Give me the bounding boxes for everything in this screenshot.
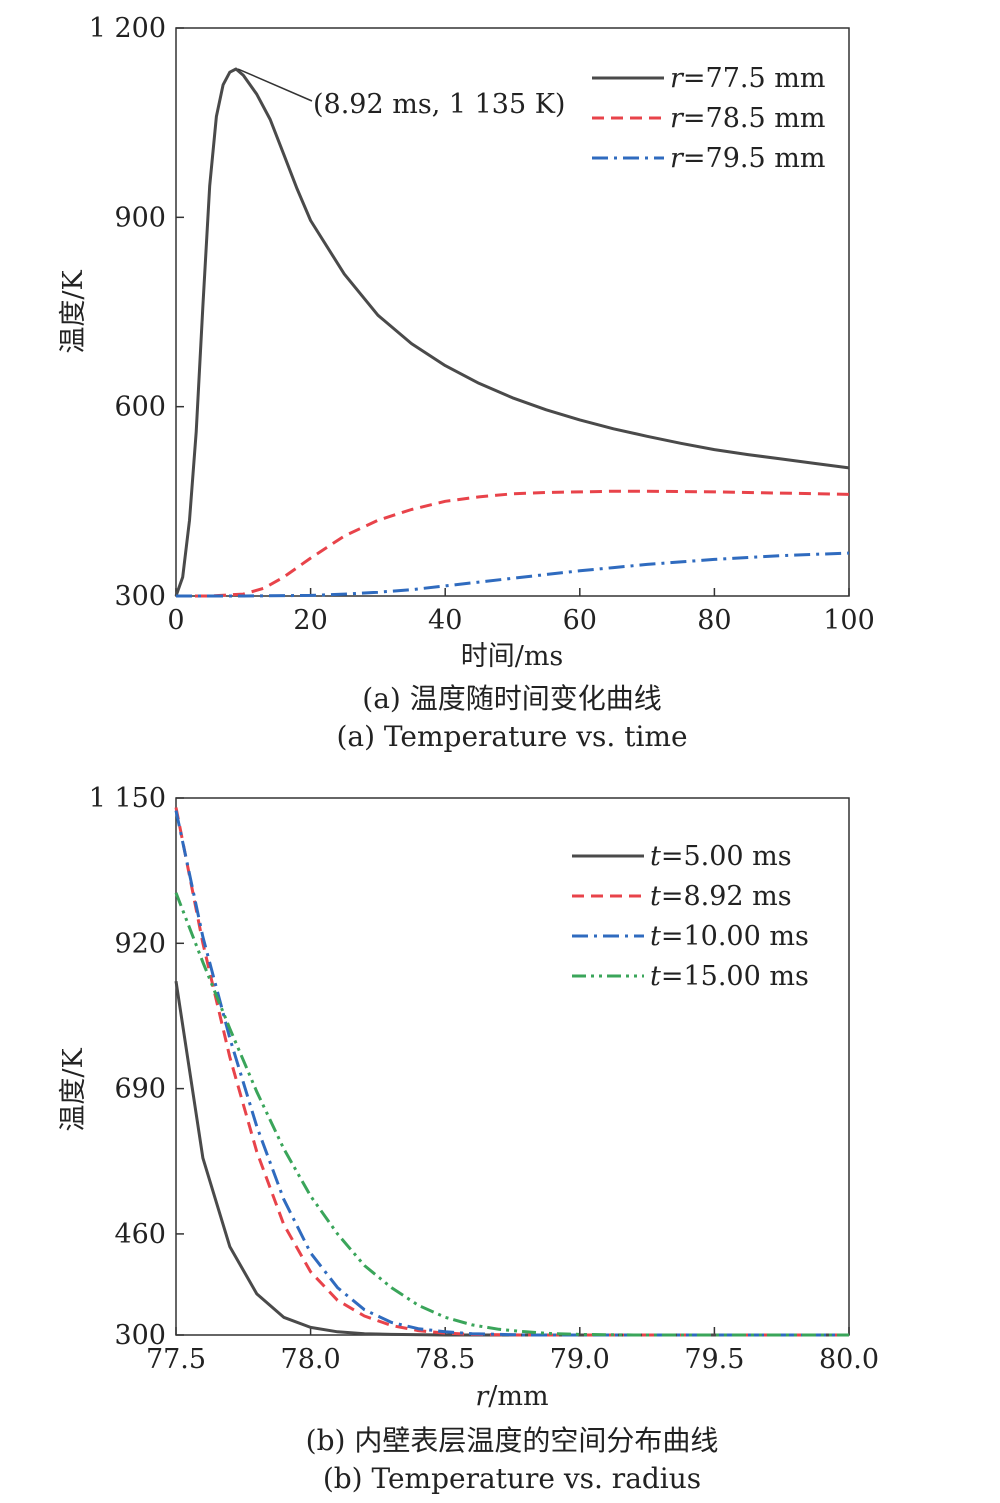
chart-b-series-line-4: [174, 892, 849, 1337]
chart-a-annotation: (8.92 ms, 1 135 K): [313, 89, 565, 120]
chart-a-plot-frame: [175, 27, 850, 597]
chart-b-y-tick-label: 300: [114, 1320, 166, 1351]
chart-b-legend-label-1: t=5.00 ms: [650, 841, 792, 872]
chart-b-y-tick-label: 460: [114, 1219, 166, 1250]
chart-b-series-line-1: [174, 980, 849, 1337]
chart-b-x-axis-label: r/mm: [475, 1381, 548, 1412]
chart-a-legend-value-1: =77.5 mm: [683, 63, 826, 94]
chart-b-legend-value-3: =10.00 ms: [661, 921, 809, 952]
chart-a-caption-en: (a) Temperature vs. time: [336, 720, 687, 753]
chart-b-x-tick-label: 79.5: [684, 1344, 744, 1375]
chart-a-x-tick-label: 80: [697, 605, 731, 636]
chart-a-y-tick-label: 600: [114, 392, 166, 423]
chart-a-x-tick-label: 0: [167, 605, 184, 636]
chart-b-x-tick-label: 77.5: [146, 1344, 206, 1375]
chart-b-x-axis-label-unit: /mm: [488, 1381, 548, 1412]
chart-b-x-tick-label: 78.5: [415, 1344, 475, 1375]
chart-a-x-axis-label: 时间/ms: [461, 641, 564, 672]
chart-a-annotation-group: (8.92 ms, 1 135 K): [237, 68, 565, 120]
chart-a-legend: r=77.5 mmr=78.5 mmr=79.5 mm: [592, 63, 825, 174]
chart-b-y-tick-label: 1 150: [89, 783, 166, 814]
chart-b-y-axis-label: 温度/K: [58, 1048, 89, 1132]
chart-b-series: [174, 807, 849, 1337]
chart-a-series-line-3: [176, 551, 850, 598]
chart-a-legend-value-2: =78.5 mm: [683, 103, 826, 134]
chart-b-axes: 77.5 78.0 78.5 79.0 79.5 80.0 300 460 690 920 1 15…: [89, 783, 879, 1375]
chart-b-legend-var-2: t: [650, 881, 661, 912]
chart-a-legend-label-2: r=78.5 mm: [670, 103, 825, 134]
chart-b-series-line-2: [174, 807, 849, 1337]
chart-a-x-tick-label: 60: [563, 605, 597, 636]
chart-b-y-tick-label: 920: [114, 928, 166, 959]
chart-a-y-tick-label: 1 200: [89, 13, 166, 44]
chart-a-x-tick-label: 20: [293, 605, 327, 636]
chart-a-legend-var-3: r: [670, 143, 685, 174]
chart-b-legend-value-4: =15.00 ms: [661, 961, 809, 992]
chart-a-series-line-2: [176, 489, 850, 598]
chart-b-x-axis-label-var: r: [475, 1381, 490, 1412]
chart-b: 77.5 78.0 78.5 79.0 79.5 80.0 300 460 690 920 1 15…: [58, 783, 879, 1495]
chart-a-legend-value-3: =79.5 mm: [683, 143, 826, 174]
chart-b-legend-label-4: t=15.00 ms: [650, 961, 809, 992]
chart-a-annotation-leader: [237, 68, 313, 102]
chart-b-x-tick-label: 78.0: [281, 1344, 341, 1375]
chart-b-legend-value-1: =5.00 ms: [661, 841, 792, 872]
chart-a-series-line-1: [174, 67, 850, 597]
chart-b-caption-cn: (b) 内壁表层温度的空间分布曲线: [306, 1424, 719, 1457]
chart-b-legend-label-3: t=10.00 ms: [650, 921, 809, 952]
chart-b-caption-en: (b) Temperature vs. radius: [323, 1462, 701, 1495]
chart-b-y-tick-label: 690: [114, 1074, 166, 1105]
chart-b-x-tick-label: 80.0: [819, 1344, 879, 1375]
chart-a-y-tick-label: 300: [114, 581, 166, 612]
chart-a: 0 20 40 60 80 100 300 600 900 1 200 (8.92 ms, 1 1…: [58, 13, 875, 753]
chart-a-legend-label-1: r=77.5 mm: [670, 63, 825, 94]
chart-a-legend-var-1: r: [670, 63, 685, 94]
chart-b-legend: t=5.00 mst=8.92 mst=10.00 mst=15.00 ms: [572, 841, 809, 992]
chart-a-caption-cn: (a) 温度随时间变化曲线: [362, 682, 661, 715]
chart-a-axes: 0 20 40 60 80 100 300 600 900 1 200: [89, 13, 875, 636]
chart-a-legend-var-2: r: [670, 103, 685, 134]
chart-b-legend-value-2: =8.92 ms: [661, 881, 792, 912]
chart-b-legend-var-1: t: [650, 841, 661, 872]
chart-a-x-tick-label: 100: [823, 605, 875, 636]
chart-b-legend-var-3: t: [650, 921, 661, 952]
chart-a-y-axis-label: 温度/K: [58, 270, 89, 354]
chart-b-series-line-3: [174, 810, 849, 1337]
chart-a-series: [174, 67, 850, 598]
chart-b-plot-frame: [175, 797, 850, 1336]
chart-a-y-tick-label: 900: [114, 202, 166, 233]
chart-b-x-tick-label: 79.0: [550, 1344, 610, 1375]
chart-a-legend-label-3: r=79.5 mm: [670, 143, 825, 174]
chart-a-x-tick-label: 40: [428, 605, 462, 636]
chart-b-legend-var-4: t: [650, 961, 661, 992]
chart-b-legend-label-2: t=8.92 ms: [650, 881, 792, 912]
